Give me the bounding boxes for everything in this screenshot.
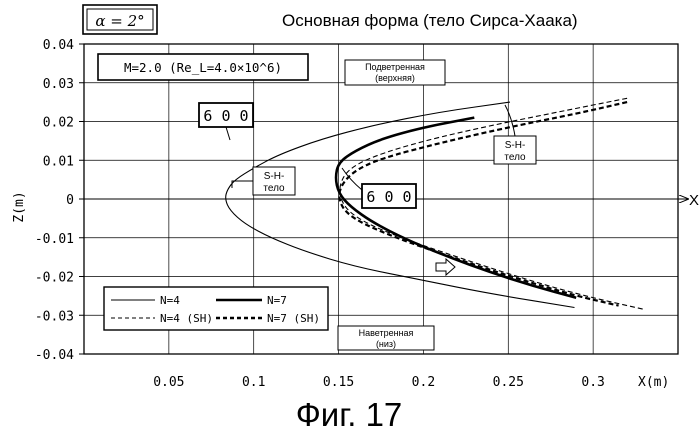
x-tick-label: 0.15 (323, 375, 354, 390)
label-600-upper-text: 6 0 0 (203, 107, 248, 125)
legend: N=4 N=7 N=4 (SH) N=7 (SH) (104, 287, 328, 330)
sh-right-line2: тело (504, 152, 526, 163)
y-tick-label: 0.04 (43, 38, 74, 53)
x-tick-label: 0.05 (153, 375, 184, 390)
sh-body-label-right: S-H- тело (494, 136, 536, 164)
sh-body-label-left: S-H- тело (253, 167, 295, 195)
x-tick-label: 0.1 (242, 375, 265, 390)
x-tick-label: 0.2 (412, 375, 435, 390)
leeward-label-box: Подветренная (верхняя) (345, 60, 445, 85)
x-tick-labels: 0.05 0.1 0.15 0.2 0.25 0.3 (153, 375, 605, 390)
y-tick-label: 0.01 (43, 154, 74, 169)
y-tick-label: -0.02 (35, 271, 74, 286)
flow-direction-arrow-icon (436, 259, 455, 275)
legend-label-n4-sh: N=4 (SH) (160, 312, 213, 325)
mach-number-text: M=2.0 (Re_L=4.0×10^6) (124, 60, 282, 75)
y-tick-label: 0.03 (43, 77, 74, 92)
chart-title: Основная форма (тело Сирса-Хаака) (282, 11, 578, 30)
x-tick-label: 0.3 (581, 375, 604, 390)
sh-left-line2: тело (263, 183, 285, 194)
leeward-label-line1: Подветренная (365, 62, 425, 72)
y-tick-label: 0.02 (43, 116, 74, 131)
label-600-lower-text: 6 0 0 (366, 188, 411, 206)
alpha-badge: α = 2° (83, 5, 157, 34)
windward-label-line1: Наветренная (359, 328, 414, 338)
label-600-upper-leader (226, 127, 230, 140)
label-600-upper: 6 0 0 (199, 103, 253, 127)
y-axis-title: Z(m) (12, 191, 27, 222)
figure-caption: Фиг. 17 (296, 396, 403, 433)
legend-label-n7-sh: N=7 (SH) (267, 312, 320, 325)
y-tick-labels: 0.04 0.03 0.02 0.01 0 -0.01 -0.02 -0.03 -0.04 (35, 38, 74, 363)
sh-right-line1: S-H- (505, 140, 526, 151)
y-tick-label: -0.04 (35, 348, 74, 363)
x-axis-arrow-label: X (689, 192, 699, 209)
label-600-lower-leader (342, 168, 362, 190)
y-tick-label: -0.01 (35, 232, 74, 247)
legend-label-n4: N=4 (160, 294, 180, 307)
windward-label-box: Наветренная (низ) (338, 326, 434, 350)
y-tick-label: -0.03 (35, 309, 74, 324)
series-curves (226, 98, 644, 309)
y-tick-label: 0 (66, 193, 74, 208)
leeward-label-line2: (верхняя) (375, 73, 415, 83)
sh-left-leader (232, 181, 253, 188)
alpha-badge-text: α = 2° (95, 12, 144, 30)
sh-left-line1: S-H- (264, 171, 285, 182)
mach-number-box: M=2.0 (Re_L=4.0×10^6) (98, 54, 308, 80)
x-tick-label: 0.25 (493, 375, 524, 390)
x-axis-title: X(m) (638, 375, 669, 390)
label-600-lower: 6 0 0 (362, 184, 416, 208)
legend-label-n7: N=7 (267, 294, 287, 307)
windward-label-line2: (низ) (376, 339, 396, 349)
